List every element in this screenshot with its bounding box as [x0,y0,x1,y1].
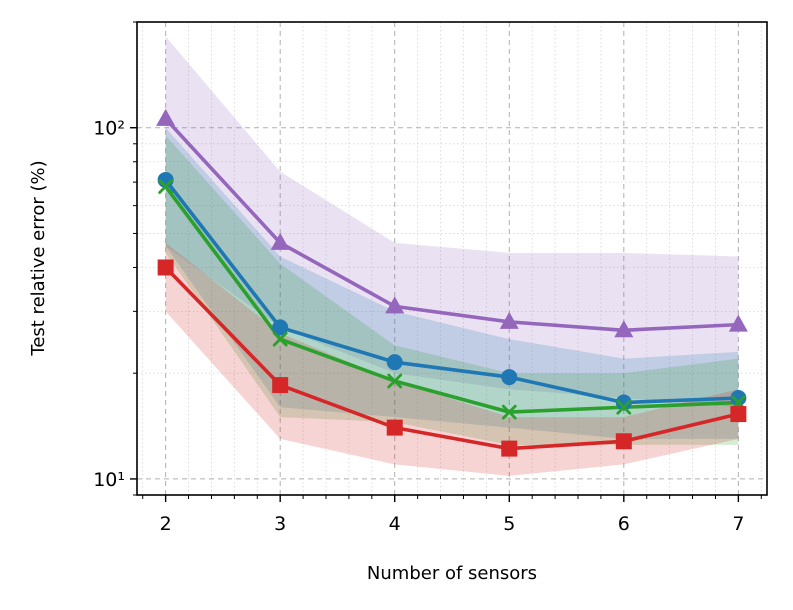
axis-ticks [130,21,762,502]
series-lines [163,117,741,451]
data-point-purple [499,311,519,329]
data-point-purple [385,296,405,314]
error-bands [165,36,739,476]
x-tick-label: 7 [732,513,744,535]
data-point-red [501,440,518,457]
x-tick-label: 4 [389,513,401,535]
tick-labels: 2 3 4 5 6 7 10¹ 10² [93,118,744,535]
error-band-blue [165,127,739,439]
y-tick-label: 10² [93,118,125,140]
error-band-green [165,135,739,445]
y-axis-label: Test relative error (%) [28,160,49,356]
data-point-purple [270,232,290,250]
data-point-green [501,404,517,420]
data-point-red [386,419,403,436]
plot-frame [136,21,768,496]
series-markers [156,108,748,457]
data-point-blue [386,354,403,371]
minor-grid [137,21,767,496]
series-line-blue [163,178,741,405]
x-tick-label: 5 [503,513,515,535]
data-point-green [616,399,632,415]
x-axis-label: Number of sensors [367,563,537,584]
x-tick-label: 6 [618,513,630,535]
data-point-red [615,433,632,450]
data-point-red [272,377,289,394]
series-line-green [163,184,741,414]
data-point-red [730,406,747,423]
data-point-green [272,331,288,347]
series-line-purple [163,117,741,333]
data-point-green [158,179,174,194]
data-point-red [157,259,174,276]
data-point-purple [614,320,634,338]
data-point-blue [615,394,632,411]
data-point-purple [728,314,748,332]
data-point-purple [156,108,176,126]
data-point-blue [730,389,747,406]
data-point-blue [501,369,518,386]
x-tick-label: 2 [160,513,172,535]
error-band-red [165,242,739,476]
series-line-red [163,265,741,451]
major-grid [137,22,767,495]
x-tick-label: 3 [274,513,286,535]
error-band-purple [165,36,739,408]
data-point-green [387,373,403,389]
y-tick-label: 10¹ [93,469,125,491]
data-point-blue [272,319,289,336]
